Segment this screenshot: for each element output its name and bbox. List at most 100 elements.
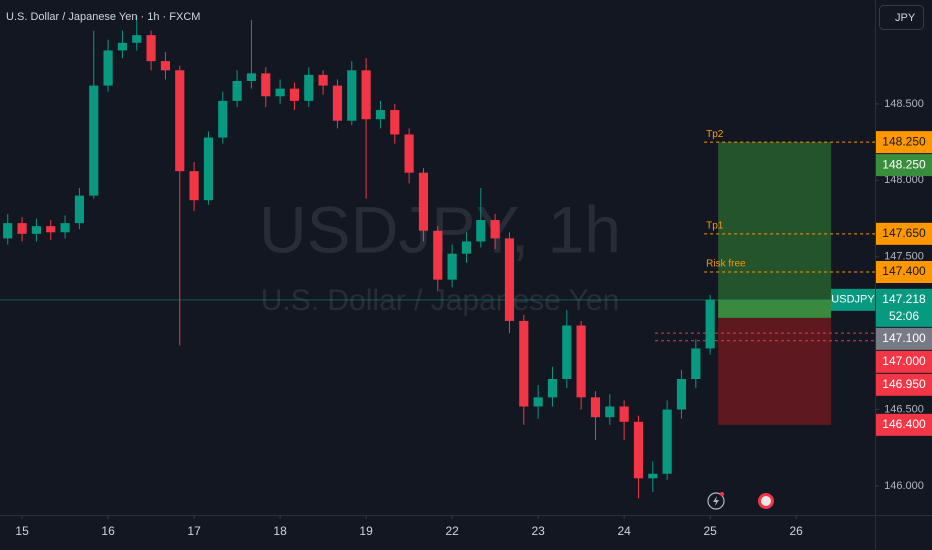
event-dot xyxy=(720,492,724,496)
price-badge-label: 147.400 xyxy=(882,264,926,278)
candle-body xyxy=(533,397,543,407)
price-badge xyxy=(876,350,932,373)
price-badge xyxy=(876,154,932,177)
price-badge-label: 147.000 xyxy=(882,354,926,368)
watermark-name: U.S. Dollar / Japanese Yen xyxy=(261,284,620,317)
candle-body xyxy=(490,220,500,239)
candle-body xyxy=(375,110,386,120)
flag-icon xyxy=(761,496,771,506)
x-tick-label: 23 xyxy=(531,524,545,538)
candle-body xyxy=(89,85,99,196)
event-icon-glyph xyxy=(713,496,719,506)
candle-body xyxy=(146,35,156,62)
candle-body xyxy=(605,406,615,418)
candle-body xyxy=(691,348,701,379)
candle-body xyxy=(361,70,371,120)
price-badge xyxy=(876,413,932,436)
y-tick-label: 147.500 xyxy=(884,251,924,263)
candle-body xyxy=(504,238,515,321)
price-badge xyxy=(876,261,932,284)
candle-body xyxy=(576,325,586,398)
candle-body xyxy=(117,42,128,51)
candle-body xyxy=(74,195,85,224)
x-tick-label: 17 xyxy=(187,524,201,538)
candle-body xyxy=(662,409,672,474)
y-tick-label: 146.500 xyxy=(884,403,924,415)
y-tick-label: 148.500 xyxy=(884,98,924,110)
candle-body xyxy=(648,473,658,479)
candle-body xyxy=(318,74,328,86)
candle-body xyxy=(547,378,558,398)
candle-body xyxy=(160,61,171,71)
price-badge xyxy=(876,131,932,154)
price-badge-label: 148.250 xyxy=(882,134,926,148)
x-tick-label: 19 xyxy=(359,524,373,538)
candle-body xyxy=(304,74,314,101)
candle-body xyxy=(418,172,429,231)
x-tick-label: 25 xyxy=(703,524,717,538)
candle-body xyxy=(246,73,257,81)
price-badge-label: 147.650 xyxy=(882,226,926,240)
price-badge-label: 148.250 xyxy=(882,157,926,171)
x-tick-label: 24 xyxy=(617,524,631,538)
symbol-badge xyxy=(831,288,875,311)
candle-body xyxy=(17,223,27,234)
countdown: 52:06 xyxy=(889,309,919,323)
candle-body xyxy=(404,134,414,173)
currency-label[interactable]: JPY xyxy=(895,12,916,24)
candle-body xyxy=(46,226,56,233)
price-badge xyxy=(876,222,932,245)
price-badge-label: 147.100 xyxy=(882,331,926,345)
price-badge xyxy=(876,327,932,350)
plot-area: Tp2 Tp1 Risk free xyxy=(0,15,875,499)
candle-body xyxy=(390,110,400,135)
candle-body xyxy=(175,70,185,172)
y-tick-label: 146.000 xyxy=(884,480,924,492)
x-tick-label: 16 xyxy=(101,524,115,538)
candle-body xyxy=(332,85,343,121)
level-label: Risk free xyxy=(706,259,746,270)
candle-body xyxy=(461,241,472,254)
candle-body xyxy=(447,253,457,280)
candle-body xyxy=(3,223,13,239)
candle-body xyxy=(275,88,285,97)
candle-body xyxy=(203,137,214,201)
candle-body xyxy=(562,325,572,379)
candle-body xyxy=(232,80,242,101)
candle-body xyxy=(218,100,228,138)
price-badge-label: 147.218 xyxy=(882,292,926,306)
candle-body xyxy=(189,171,199,201)
candle-body xyxy=(519,320,529,407)
level-label: Tp2 xyxy=(706,129,724,140)
x-tick-label: 18 xyxy=(273,524,287,538)
candle-body xyxy=(633,421,644,479)
event-icon[interactable] xyxy=(707,492,725,510)
header-title: U.S. Dollar / Japanese Yen · 1h · FXCM xyxy=(6,11,200,23)
price-badge xyxy=(876,373,932,396)
price-badge xyxy=(876,288,932,327)
level-label: Tp1 xyxy=(706,220,724,231)
candle-body xyxy=(476,220,486,242)
candle-body xyxy=(619,406,629,422)
candle-body xyxy=(31,226,41,234)
x-tick-label: 22 xyxy=(445,524,459,538)
currency-button[interactable] xyxy=(879,5,924,30)
stop-zone xyxy=(718,317,832,425)
target-zone xyxy=(718,142,832,318)
price-badge-label: 146.950 xyxy=(882,377,926,391)
candle-body xyxy=(261,73,271,97)
event-icons xyxy=(707,492,774,510)
profit-zone xyxy=(718,299,832,318)
x-tick-label: 15 xyxy=(15,524,29,538)
candle-body xyxy=(289,88,300,101)
candle-body xyxy=(132,35,142,43)
candle-body xyxy=(60,223,70,233)
candle-body xyxy=(590,397,601,418)
candle-body xyxy=(676,378,687,410)
watermark: USDJPY, 1h U.S. Dollar / Japanese Yen xyxy=(259,192,621,316)
y-tick-label: 148.000 xyxy=(884,174,924,186)
candle-body xyxy=(705,299,715,349)
x-tick-label: 26 xyxy=(789,524,803,538)
